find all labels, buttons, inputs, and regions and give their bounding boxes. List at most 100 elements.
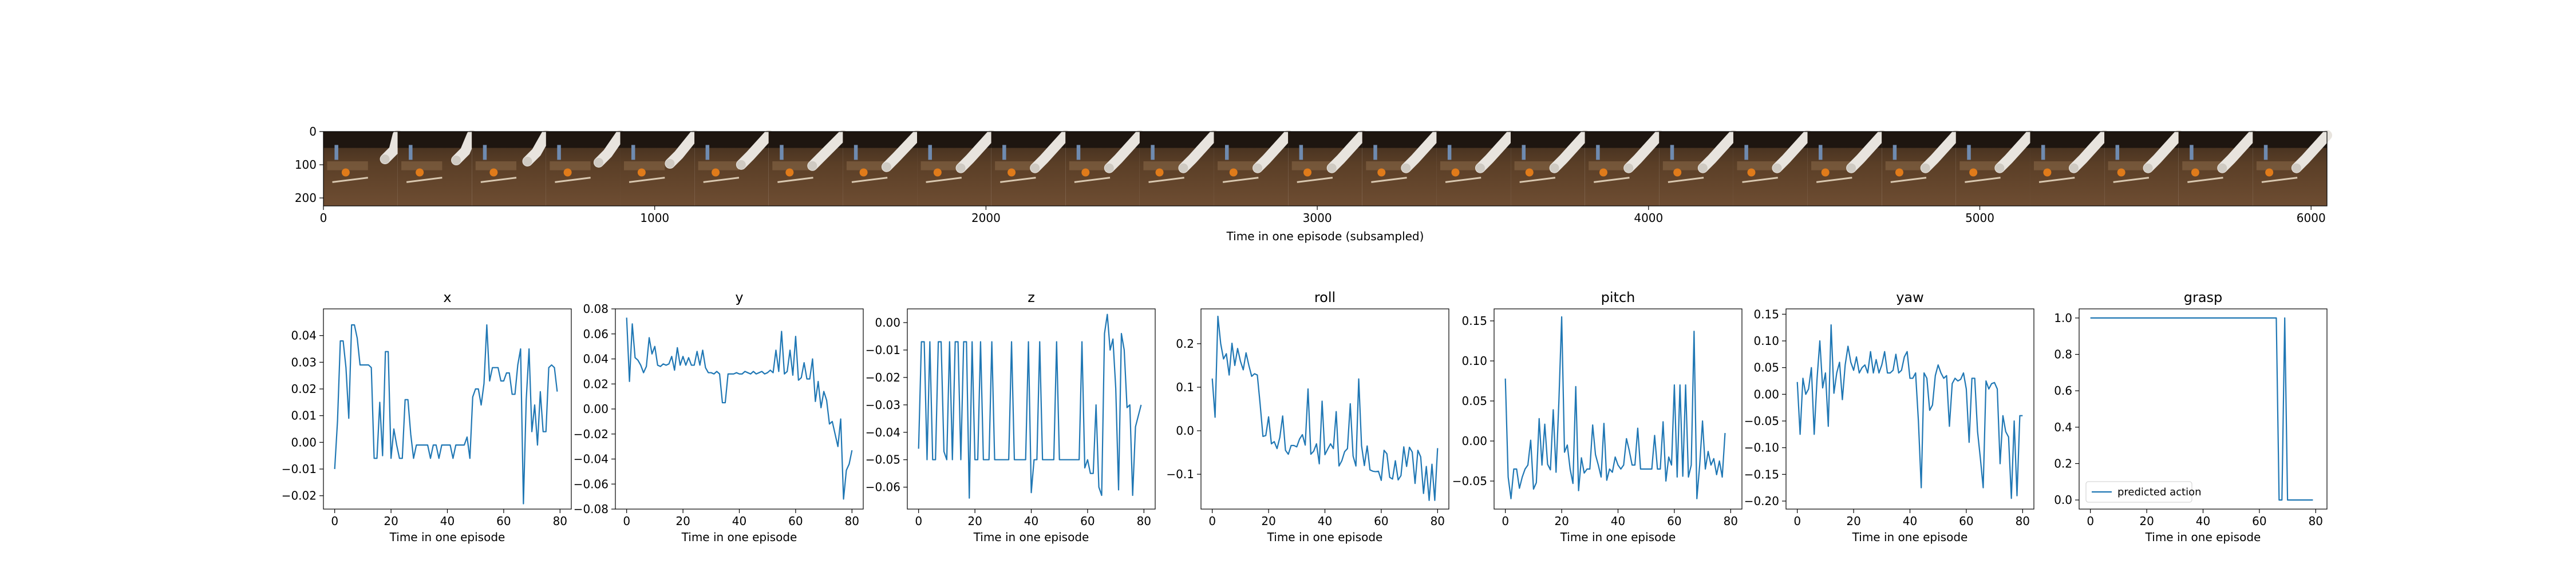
plot-frame xyxy=(1494,308,1743,510)
frame-gripper xyxy=(1104,163,1114,173)
ytick-label: 0.0 xyxy=(1176,424,1194,438)
frame-board xyxy=(327,161,368,170)
frame-ball xyxy=(1008,168,1016,177)
frame-stick xyxy=(1890,177,1927,183)
xtick-label: 40 xyxy=(1024,514,1038,528)
frame-ball xyxy=(1525,168,1534,177)
frame-stick xyxy=(629,177,665,183)
frame-stick xyxy=(1074,177,1111,183)
ytick-label: −0.06 xyxy=(574,477,609,491)
frame-gripper xyxy=(2143,163,2153,173)
frame-board xyxy=(1885,161,1926,170)
frame-ball xyxy=(1747,168,1756,177)
xtick-label: 80 xyxy=(845,514,859,528)
frame-gripper xyxy=(1550,163,1559,173)
xtick-label: 0 xyxy=(623,514,630,528)
frame-gripper xyxy=(380,154,390,164)
xtick-label: 60 xyxy=(2252,514,2266,528)
frame-ball xyxy=(637,168,646,177)
action-charts: 0 20 40 60 80−0.02−0.010.000.010.020.030.04x… xyxy=(282,289,2328,544)
frame-board xyxy=(772,161,813,170)
frame-ball xyxy=(341,168,350,177)
frame-stick xyxy=(926,177,962,183)
filmstrip-xtick-label: 6000 xyxy=(2297,211,2326,225)
legend-label: predicted action xyxy=(2117,486,2202,498)
chart-title: z xyxy=(1028,289,1035,305)
ytick-label: 0.00 xyxy=(1753,387,1779,401)
frame-board xyxy=(2033,161,2075,170)
series-line-x xyxy=(334,324,558,505)
ytick-label: −0.02 xyxy=(282,489,317,503)
series-line-yaw xyxy=(1796,324,2023,499)
frame-stick xyxy=(1297,177,1333,183)
frame-22 xyxy=(1955,130,2036,206)
chart-xlabel: Time in one episode xyxy=(389,530,505,544)
frame-ball xyxy=(2191,168,2199,177)
filmstrip-xlabel: Time in one episode (subsampled) xyxy=(1226,229,1424,243)
chart-xlabel: Time in one episode xyxy=(1560,530,1676,544)
frame-14 xyxy=(1362,130,1442,206)
filmstrip-xtick-label: 2000 xyxy=(971,211,1001,225)
xtick-label: 60 xyxy=(788,514,803,528)
frame-12 xyxy=(1214,130,1294,206)
frame-gripper xyxy=(1475,163,1485,173)
plot-frame xyxy=(1200,308,1449,510)
xtick-label: 0 xyxy=(1793,514,1801,528)
frame-gripper xyxy=(736,160,746,169)
xtick-label: 20 xyxy=(1261,514,1275,528)
chart-title: x xyxy=(443,289,451,305)
chart-title: roll xyxy=(1314,289,1336,305)
frame-stick xyxy=(1445,177,1481,183)
xtick-label: 20 xyxy=(1554,514,1568,528)
frame-bottle xyxy=(409,145,413,160)
legend-box xyxy=(2085,481,2192,503)
frame-board xyxy=(1218,161,1259,170)
ytick-label: −0.08 xyxy=(574,502,609,516)
ytick-label: 0.02 xyxy=(583,377,609,391)
frame-board xyxy=(1440,161,1481,170)
xtick-label: 20 xyxy=(675,514,690,528)
frame-gripper xyxy=(523,157,532,166)
frame-ball xyxy=(1303,168,1312,177)
frame-bottle xyxy=(1596,145,1600,160)
xtick-label: 20 xyxy=(384,514,398,528)
filmstrip-xtick-label: 1000 xyxy=(640,211,669,225)
ytick-label: −0.03 xyxy=(866,398,900,412)
frame-stick xyxy=(777,177,813,183)
frame-stick xyxy=(2113,177,2150,183)
frame-stick xyxy=(1816,177,1852,183)
frame-board xyxy=(995,161,1036,170)
frame-gripper xyxy=(1253,163,1263,173)
frame-ball xyxy=(1673,168,1682,177)
frame-gripper xyxy=(452,156,461,165)
xtick-label: 40 xyxy=(440,514,455,528)
chart-y: 0 20 40 60 80 −0.08 −0.06 −0.04 −0.02 0.00 0.02 0.0… xyxy=(574,289,864,544)
ytick-label: 0.00 xyxy=(1461,434,1487,448)
xtick-label: 80 xyxy=(2309,514,2323,528)
frame-gripper xyxy=(1624,163,1634,173)
xtick-label: 60 xyxy=(496,514,511,528)
frame-stick xyxy=(1000,177,1036,183)
frame-stick xyxy=(2038,177,2075,183)
frame-board xyxy=(1143,161,1184,170)
frame-gripper xyxy=(1772,163,1782,173)
frame-21 xyxy=(1882,130,1961,206)
xtick-label: 60 xyxy=(1374,514,1388,528)
frame-board xyxy=(1366,161,1407,170)
frame-bottle xyxy=(705,145,710,160)
chart-roll: 0 20 40 60 80 −0.1 0.0 0.1 0.2 roll Time in one ep… xyxy=(1166,289,1449,544)
frame-stick xyxy=(1371,177,1407,183)
chart-title: yaw xyxy=(1896,289,1924,305)
frame-bottle xyxy=(1967,145,1971,160)
xtick-label: 80 xyxy=(1724,514,1738,528)
filmstrip-xtick-label: 0 xyxy=(320,211,327,225)
frame-ball xyxy=(1229,168,1238,177)
xtick-label: 40 xyxy=(2196,514,2210,528)
ytick-label: −0.05 xyxy=(866,453,900,467)
frame-stick xyxy=(1148,177,1184,183)
frame-gripper xyxy=(1401,163,1411,173)
frame-bottle xyxy=(2263,145,2268,160)
ytick-label: 0.05 xyxy=(1753,361,1779,375)
frame-ball xyxy=(1155,168,1164,177)
ytick-label: −0.15 xyxy=(1744,467,1779,481)
